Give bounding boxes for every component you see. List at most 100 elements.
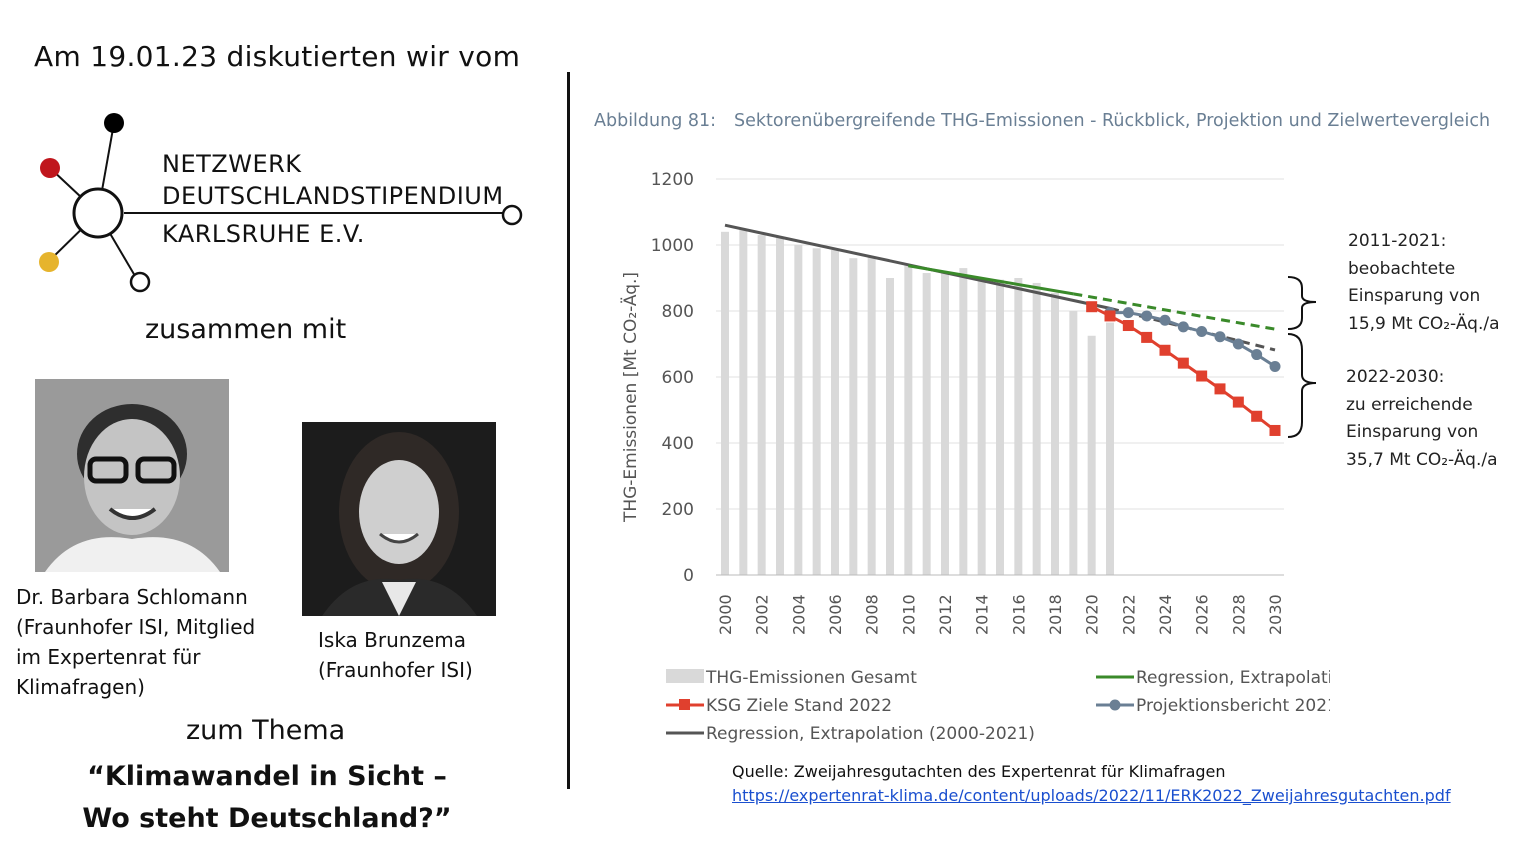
logo-dot-black bbox=[104, 113, 124, 133]
point-ksg-ziele-2022 bbox=[1177, 357, 1189, 369]
network-logo: NETZWERK DEUTSCHLANDSTIPENDIUM KARLSRUHE… bbox=[30, 105, 530, 305]
bar-thg-emissionen bbox=[849, 258, 858, 575]
person-caption-schlomann: Dr. Barbara Schlomann (Fraunhofer ISI, M… bbox=[16, 582, 286, 702]
zum-thema-text: zum Thema bbox=[186, 715, 346, 746]
legend-swatch-thg-gesamt bbox=[666, 669, 704, 683]
point-projektionsbericht-2021 bbox=[1141, 310, 1153, 322]
legend-label-regression-2000: Regression, Extrapolation (2000-2021) bbox=[706, 724, 1035, 744]
bar-thg-emissionen bbox=[794, 245, 803, 575]
point-ksg-ziele-2022 bbox=[1086, 301, 1098, 313]
x-tick-label: 2014 bbox=[973, 594, 992, 635]
logo-center-circle bbox=[72, 187, 124, 239]
annotation-2-line-4: 35,7 Mt CO₂-Äq./a bbox=[1346, 449, 1498, 470]
bar-thg-emissionen bbox=[721, 231, 729, 576]
person-caption-brunzema: Iska Brunzema (Fraunhofer ISI) bbox=[318, 625, 518, 685]
y-tick-label: 400 bbox=[662, 434, 694, 454]
x-tick-label: 2016 bbox=[1009, 594, 1028, 635]
x-tick-label: 2030 bbox=[1266, 594, 1285, 635]
x-tick-label: 2022 bbox=[1119, 594, 1138, 635]
y-tick-label: 0 bbox=[683, 566, 694, 586]
bar-thg-emissionen bbox=[941, 271, 949, 575]
point-projektionsbericht-2021 bbox=[1122, 307, 1134, 319]
point-ksg-ziele-2022 bbox=[1159, 344, 1171, 356]
point-ksg-ziele-2022 bbox=[1122, 320, 1134, 332]
x-tick-label: 2002 bbox=[753, 594, 772, 635]
vertical-divider bbox=[567, 72, 570, 789]
logo-dot-white-bottom bbox=[129, 271, 151, 293]
point-projektionsbericht-2021 bbox=[1196, 325, 1208, 337]
figure-number: Abbildung 81: bbox=[594, 111, 717, 131]
y-tick-label: 1000 bbox=[651, 236, 694, 256]
bar-thg-emissionen bbox=[739, 228, 748, 575]
bar-thg-emissionen bbox=[1014, 278, 1023, 575]
point-ksg-ziele-2022 bbox=[1214, 383, 1226, 395]
bar-thg-emissionen bbox=[977, 281, 986, 575]
bar-thg-emissionen bbox=[776, 236, 784, 575]
bar-thg-emissionen bbox=[812, 248, 821, 576]
topic-title-line-1: “Klimawandel in Sicht – bbox=[87, 761, 447, 792]
x-tick-label: 2004 bbox=[789, 594, 808, 635]
source-link[interactable]: https://expertenrat-klima.de/content/upl… bbox=[732, 786, 1451, 805]
x-tick-label: 2024 bbox=[1156, 594, 1175, 635]
y-tick-label: 200 bbox=[662, 500, 694, 520]
annotation-1-line-4: 15,9 Mt CO₂-Äq./a bbox=[1348, 313, 1500, 334]
bar-thg-emissionen bbox=[996, 279, 1004, 575]
figure-title-text: Sektorenübergreifende THG-Emissionen - R… bbox=[734, 111, 1491, 131]
legend-label-ksg: KSG Ziele Stand 2022 bbox=[706, 696, 892, 716]
annotation-braces bbox=[1287, 276, 1317, 438]
point-ksg-ziele-2022 bbox=[1104, 310, 1116, 322]
logo-dot-red bbox=[40, 158, 60, 178]
bar-thg-emissionen bbox=[1087, 335, 1096, 575]
logo-graphic bbox=[39, 113, 523, 293]
line-regression-2000-2021-extrapolation bbox=[1109, 306, 1276, 352]
figure-title: Abbildung 81: Sektorenübergreifende THG-E… bbox=[594, 111, 1490, 131]
x-tick-label: 2010 bbox=[899, 594, 918, 635]
bar-thg-emissionen bbox=[1051, 292, 1059, 575]
line-regression-2010-2019 bbox=[908, 264, 1074, 296]
logo-line-3: KARLSRUHE E.V. bbox=[162, 220, 365, 248]
person2-name: Iska Brunzema bbox=[318, 628, 466, 652]
annotation-2-line-1: 2022-2030: bbox=[1346, 367, 1445, 387]
person1-affiliation-2: im Expertenrat für bbox=[16, 645, 201, 669]
portrait-photo-brunzema bbox=[302, 422, 496, 616]
person1-name: Dr. Barbara Schlomann bbox=[16, 585, 248, 609]
logo-dot-white-right bbox=[501, 204, 523, 226]
bar-thg-emissionen bbox=[867, 256, 876, 575]
x-tick-label: 2018 bbox=[1046, 594, 1065, 635]
annotation-1-line-3: Einsparung von bbox=[1348, 286, 1481, 306]
brace-observed bbox=[1287, 276, 1317, 330]
point-projektionsbericht-2021 bbox=[1251, 349, 1263, 361]
bar-thg-emissionen bbox=[904, 264, 913, 575]
y-tick-label: 800 bbox=[662, 302, 694, 322]
logo-line-1: NETZWERK bbox=[162, 150, 302, 178]
emissions-chart: 0 200 400 600 800 1000 1200 THG-Emissionen [Mt … bbox=[620, 170, 1330, 744]
annotation-2-line-3: Einsparung von bbox=[1346, 422, 1479, 442]
point-projektionsbericht-2021 bbox=[1159, 314, 1171, 326]
point-projektionsbericht-2021 bbox=[1177, 321, 1189, 333]
person1-affiliation-1: (Fraunhofer ISI, Mitglied bbox=[16, 615, 256, 639]
point-projektionsbericht-2021 bbox=[1232, 338, 1244, 350]
bar-thg-emissionen bbox=[831, 249, 839, 575]
annotation-2-line-2: zu erreichende bbox=[1346, 394, 1473, 415]
bar-thg-emissionen bbox=[1069, 311, 1078, 575]
brace-target bbox=[1287, 333, 1317, 438]
annotation-observed-savings: 2011-2021: beobachtete Einsparung von 15… bbox=[1348, 228, 1500, 338]
point-ksg-ziele-2022 bbox=[1196, 370, 1208, 382]
bar-thg-emissionen bbox=[959, 268, 968, 575]
point-ksg-ziele-2022 bbox=[1232, 396, 1244, 408]
point-ksg-ziele-2022 bbox=[1251, 410, 1263, 422]
zusammen-text: zusammen mit bbox=[145, 314, 347, 345]
person1-affiliation-3: Klimafragen) bbox=[16, 675, 145, 699]
y-tick-label: 1200 bbox=[651, 170, 694, 190]
intro-text: Am 19.01.23 diskutierten wir vom bbox=[34, 40, 521, 73]
source-label: Quelle: Zweijahresgutachten des Experten… bbox=[732, 762, 1226, 781]
topic-title: “Klimawandel in Sicht – Wo steht Deutsch… bbox=[82, 756, 452, 840]
bar-thg-emissionen bbox=[1106, 322, 1114, 575]
legend-label-projektion: Projektionsbericht 2021 bbox=[1136, 696, 1330, 716]
y-tick-label: 600 bbox=[662, 368, 694, 388]
legend-marker-ksg bbox=[679, 699, 690, 710]
annotation-target-savings: 2022-2030: zu erreichende Einsparung von… bbox=[1346, 364, 1498, 474]
annotation-1-line-2: beobachtete bbox=[1348, 258, 1456, 279]
bar-thg-emissionen bbox=[757, 235, 766, 575]
bar-thg-emissionen bbox=[922, 273, 931, 575]
